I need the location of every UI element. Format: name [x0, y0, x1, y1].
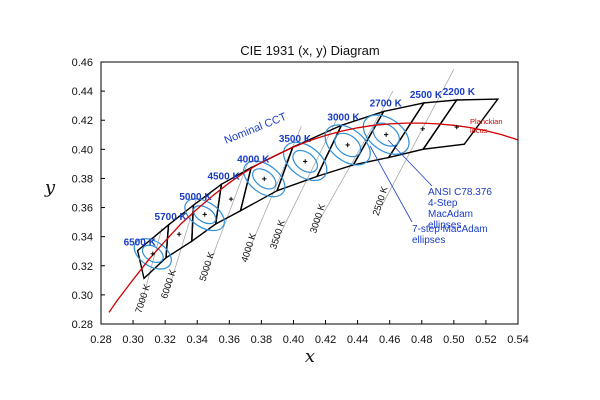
- chart-title: CIE 1931 (x, y) Diagram: [240, 43, 379, 58]
- isotherm-label: 3000 K: [308, 202, 328, 235]
- cct-label-top: 3000 K: [327, 112, 360, 123]
- y-axis-label: y: [44, 177, 56, 198]
- axis-ticks: 0.28 0.30 0.32 0.34 0.36 0.38 0.40 0.42 0.44 0.46…: [72, 57, 529, 346]
- x-tick-label: 0.28: [90, 334, 111, 346]
- planckian-label: locus: [470, 126, 488, 135]
- seven-step-ellipse-label: ellipses: [412, 235, 445, 246]
- cct-label-top: 5700 K: [155, 212, 188, 223]
- x-tick-label: 0.32: [154, 334, 175, 346]
- y-tick-label: 0.40: [72, 144, 93, 156]
- planckian-locus-line: [108, 122, 518, 313]
- x-tick-label: 0.36: [219, 334, 240, 346]
- cct-label-top: 4000 K: [237, 155, 270, 166]
- y-tick-label: 0.32: [72, 261, 93, 273]
- y-tick-label: 0.34: [72, 232, 93, 244]
- x-tick-label: 0.50: [443, 334, 464, 346]
- x-tick-label: 0.48: [411, 334, 432, 346]
- x-tick-label: 0.44: [347, 334, 368, 346]
- macadam-7step-ellipse: [282, 141, 328, 182]
- plot-frame: [100, 61, 519, 325]
- y-tick-label: 0.44: [72, 86, 93, 98]
- ansi-ellipse-label: ellipses: [428, 220, 461, 231]
- ansi-ellipse-label: ANSI C78.376: [428, 187, 492, 198]
- isotherm-label: 5000 K: [198, 250, 218, 283]
- macadam-4step-ellipse: [372, 122, 400, 147]
- y-tick-label: 0.46: [72, 57, 93, 69]
- cct-label-top: 2700 K: [370, 98, 403, 109]
- x-tick-label: 0.34: [187, 334, 208, 346]
- macadam-7step-ellipse: [362, 114, 410, 155]
- isotherm-label: 7000 K: [133, 282, 153, 315]
- x-tick-label: 0.42: [315, 334, 336, 346]
- y-tick-label: 0.42: [72, 115, 93, 127]
- isotherm-label: 4000 K: [239, 231, 259, 264]
- cct-quadrangle: [421, 98, 500, 151]
- x-tick-label: 0.40: [283, 334, 304, 346]
- x-tick-label: 0.46: [379, 334, 400, 346]
- isotherm-label: 6000 K: [159, 268, 179, 301]
- macadam-7step-ellipse: [324, 124, 371, 166]
- macadam-7step-ellipse: [133, 238, 172, 270]
- cct-label-top: 3500 K: [279, 134, 312, 145]
- y-tick-label: 0.30: [72, 290, 93, 302]
- plot-content: [108, 69, 518, 313]
- ansi-ellipse-label: 4-Step: [428, 198, 458, 209]
- isotherm-label: 2500 K: [371, 185, 391, 218]
- plot-border: [100, 61, 519, 325]
- x-axis-label: x: [305, 346, 315, 367]
- isotherm-label: 3500 K: [268, 218, 288, 251]
- cct-label-top: 4500 K: [207, 171, 240, 182]
- x-tick-label: 0.52: [475, 334, 496, 346]
- leader-line: [369, 145, 413, 223]
- cct-label-top: 2500 K: [410, 90, 443, 101]
- macadam-4step-ellipse: [334, 132, 362, 158]
- seven-step-ellipse-label: 7-step MacAdam: [412, 224, 488, 235]
- macadam-4step-ellipse: [292, 149, 319, 173]
- macadam-4step-ellipse: [252, 168, 277, 190]
- y-tick-label: 0.38: [72, 173, 93, 185]
- x-tick-label: 0.30: [122, 334, 143, 346]
- chart-annotations: 6500 K 5700 K 5000 K 4500 K 4000 K 3500 K 3000…: [124, 87, 503, 315]
- leader-line: [387, 139, 433, 187]
- y-tick-label: 0.28: [72, 319, 93, 331]
- ansi-ellipse-label: MacAdam: [428, 209, 473, 220]
- macadam-7step-ellipse: [243, 160, 286, 198]
- macadam-4step-ellipse: [192, 205, 217, 225]
- macadam-7step-ellipse: [184, 198, 225, 232]
- planckian-label: Planckian: [470, 117, 503, 126]
- isotherm-line: [381, 69, 455, 207]
- cct-quadrangle: [351, 101, 426, 166]
- isotherm-line: [140, 227, 163, 306]
- x-tick-label: 0.54: [507, 334, 528, 346]
- cct-label-top: 5000 K: [179, 192, 212, 203]
- cct-label-top: 2200 K: [443, 87, 476, 98]
- y-tick-label: 0.36: [72, 203, 93, 215]
- cct-label-top: 6500 K: [124, 238, 157, 249]
- x-tick-label: 0.38: [251, 334, 272, 346]
- isotherm-line: [277, 115, 339, 240]
- isotherm-line: [206, 160, 249, 272]
